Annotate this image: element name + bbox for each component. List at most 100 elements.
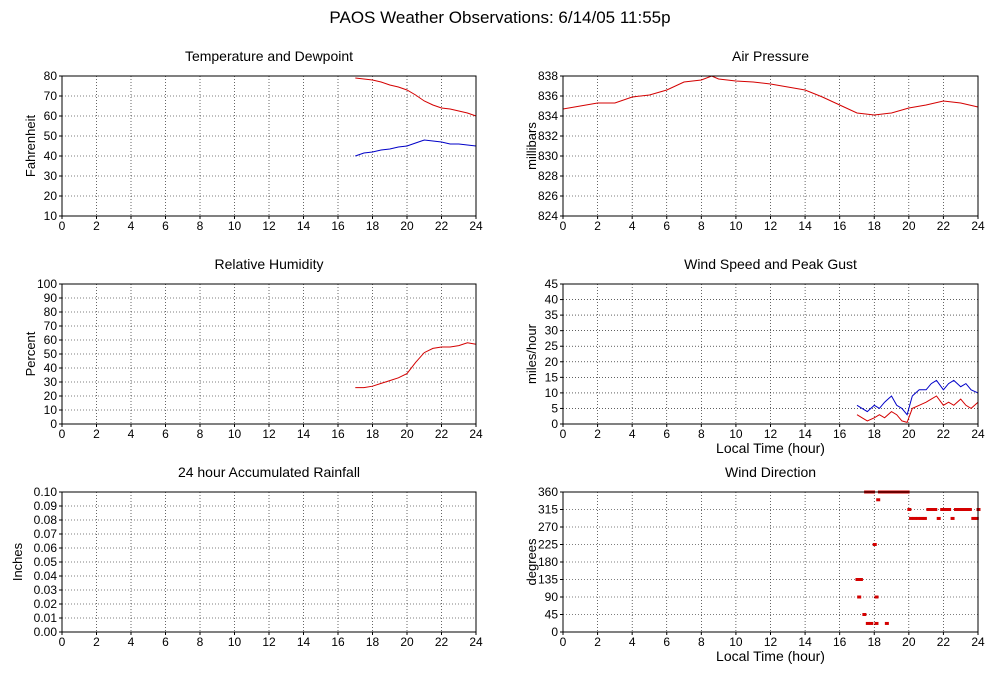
- chart-title: Temperature and Dewpoint: [185, 48, 353, 64]
- x-tick-label: 10: [729, 427, 743, 441]
- x-tick-label: 12: [262, 219, 276, 233]
- y-tick-label: 0.00: [34, 625, 58, 639]
- y-axis-label: Percent: [23, 331, 38, 376]
- data-point: [858, 578, 863, 581]
- data-point: [943, 508, 948, 511]
- x-tick-label: 8: [197, 427, 204, 441]
- x-tick-label: 18: [366, 635, 380, 649]
- y-tick-label: 0.07: [34, 527, 58, 541]
- data-point: [909, 516, 914, 520]
- y-tick-label: 225: [538, 538, 558, 552]
- y-tick-label: 838: [538, 69, 558, 83]
- x-tick-label: 14: [297, 635, 311, 649]
- y-tick-label: 830: [538, 149, 558, 163]
- y-tick-label: 45: [545, 608, 559, 622]
- y-tick-label: 20: [44, 389, 58, 403]
- y-tick-label: 270: [538, 520, 558, 534]
- y-tick-label: 30: [44, 375, 58, 389]
- x-tick-label: 20: [902, 635, 916, 649]
- series-line-wind-speed: [856, 395, 979, 424]
- x-tick-label: 0: [59, 427, 66, 441]
- x-tick-label: 8: [698, 219, 705, 233]
- x-tick-label: 10: [228, 219, 242, 233]
- data-point: [950, 516, 955, 520]
- y-tick-label: 50: [44, 347, 58, 361]
- y-tick-label: 0.01: [34, 611, 58, 625]
- x-tick-label: 4: [128, 219, 135, 233]
- series-line-temperature: [355, 77, 477, 117]
- y-tick-label: 0.10: [34, 485, 58, 499]
- series-line-dewpoint: [355, 139, 477, 157]
- y-tick-label: 10: [545, 386, 559, 400]
- y-tick-label: 834: [538, 109, 558, 123]
- chart-rain: 0 2 4 6 8 10 12 14 16 18 20 22 240.000.010.020.030.0…: [10, 464, 483, 649]
- x-tick-label: 0: [59, 635, 66, 649]
- x-tick-label: 20: [400, 635, 414, 649]
- x-tick-label: 8: [698, 427, 705, 441]
- chart-winddir: 0 2 4 6 8 10 12 14 16 18 20 22 240459013518022527031…: [524, 464, 985, 664]
- y-tick-label: 40: [44, 149, 58, 163]
- x-tick-label: 18: [868, 219, 882, 233]
- x-tick-label: 22: [435, 427, 449, 441]
- y-tick-label: 828: [538, 169, 558, 183]
- y-tick-label: 90: [44, 291, 58, 305]
- x-tick-label: 16: [833, 219, 847, 233]
- data-point: [974, 516, 979, 520]
- data-point: [971, 516, 976, 520]
- y-axis-label: Inches: [10, 542, 25, 581]
- x-tick-label: 16: [331, 219, 345, 233]
- y-axis-label: Fahrenheit: [23, 115, 38, 178]
- x-tick-label: 20: [902, 219, 916, 233]
- y-axis-label: millibars: [524, 122, 539, 170]
- x-tick-label: 16: [833, 427, 847, 441]
- y-tick-label: 360: [538, 485, 558, 499]
- data-point: [967, 508, 972, 511]
- y-tick-label: 80: [44, 305, 58, 319]
- x-tick-label: 8: [197, 219, 204, 233]
- chart-wind: 0 2 4 6 8 10 12 14 16 18 20 22 24051015202530354045W…: [524, 256, 985, 456]
- series-line-pressure: [562, 75, 979, 116]
- chart-humidity: 0 2 4 6 8 10 12 14 16 18 20 22 240102030405060708090…: [23, 256, 483, 441]
- x-tick-label: 6: [162, 635, 169, 649]
- x-tick-label: 0: [59, 219, 66, 233]
- x-tick-label: 14: [297, 219, 311, 233]
- y-axis-label: miles/hour: [524, 323, 539, 384]
- data-point: [940, 508, 945, 511]
- data-point: [960, 508, 965, 511]
- x-tick-label: 10: [228, 635, 242, 649]
- y-tick-label: 0.06: [34, 541, 58, 555]
- x-tick-label: 2: [93, 219, 100, 233]
- data-point: [872, 543, 877, 546]
- y-tick-label: 40: [44, 361, 58, 375]
- x-tick-label: 10: [729, 219, 743, 233]
- y-tick-label: 30: [545, 324, 559, 338]
- x-tick-label: 8: [698, 635, 705, 649]
- data-point: [915, 516, 920, 520]
- x-tick-label: 0: [560, 219, 567, 233]
- y-tick-label: 80: [44, 69, 58, 83]
- series-line-relative-humidity: [355, 342, 477, 389]
- data-point: [954, 508, 959, 511]
- data-point: [936, 516, 941, 520]
- data-point: [865, 621, 870, 625]
- data-point: [876, 498, 881, 502]
- y-tick-label: 60: [44, 109, 58, 123]
- x-tick-label: 4: [629, 219, 636, 233]
- y-tick-label: 824: [538, 209, 558, 223]
- data-point: [862, 613, 867, 616]
- x-tick-label: 14: [798, 219, 812, 233]
- x-tick-label: 24: [469, 427, 483, 441]
- y-tick-label: 30: [44, 169, 58, 183]
- y-tick-label: 35: [545, 308, 559, 322]
- x-tick-label: 14: [297, 427, 311, 441]
- y-tick-label: 0.09: [34, 499, 58, 513]
- x-tick-label: 4: [128, 427, 135, 441]
- x-tick-label: 22: [937, 635, 951, 649]
- y-tick-label: 90: [545, 590, 559, 604]
- x-tick-label: 12: [764, 635, 778, 649]
- x-tick-label: 4: [629, 635, 636, 649]
- x-tick-label: 2: [594, 427, 601, 441]
- x-tick-label: 14: [798, 427, 812, 441]
- y-tick-label: 0: [551, 625, 558, 639]
